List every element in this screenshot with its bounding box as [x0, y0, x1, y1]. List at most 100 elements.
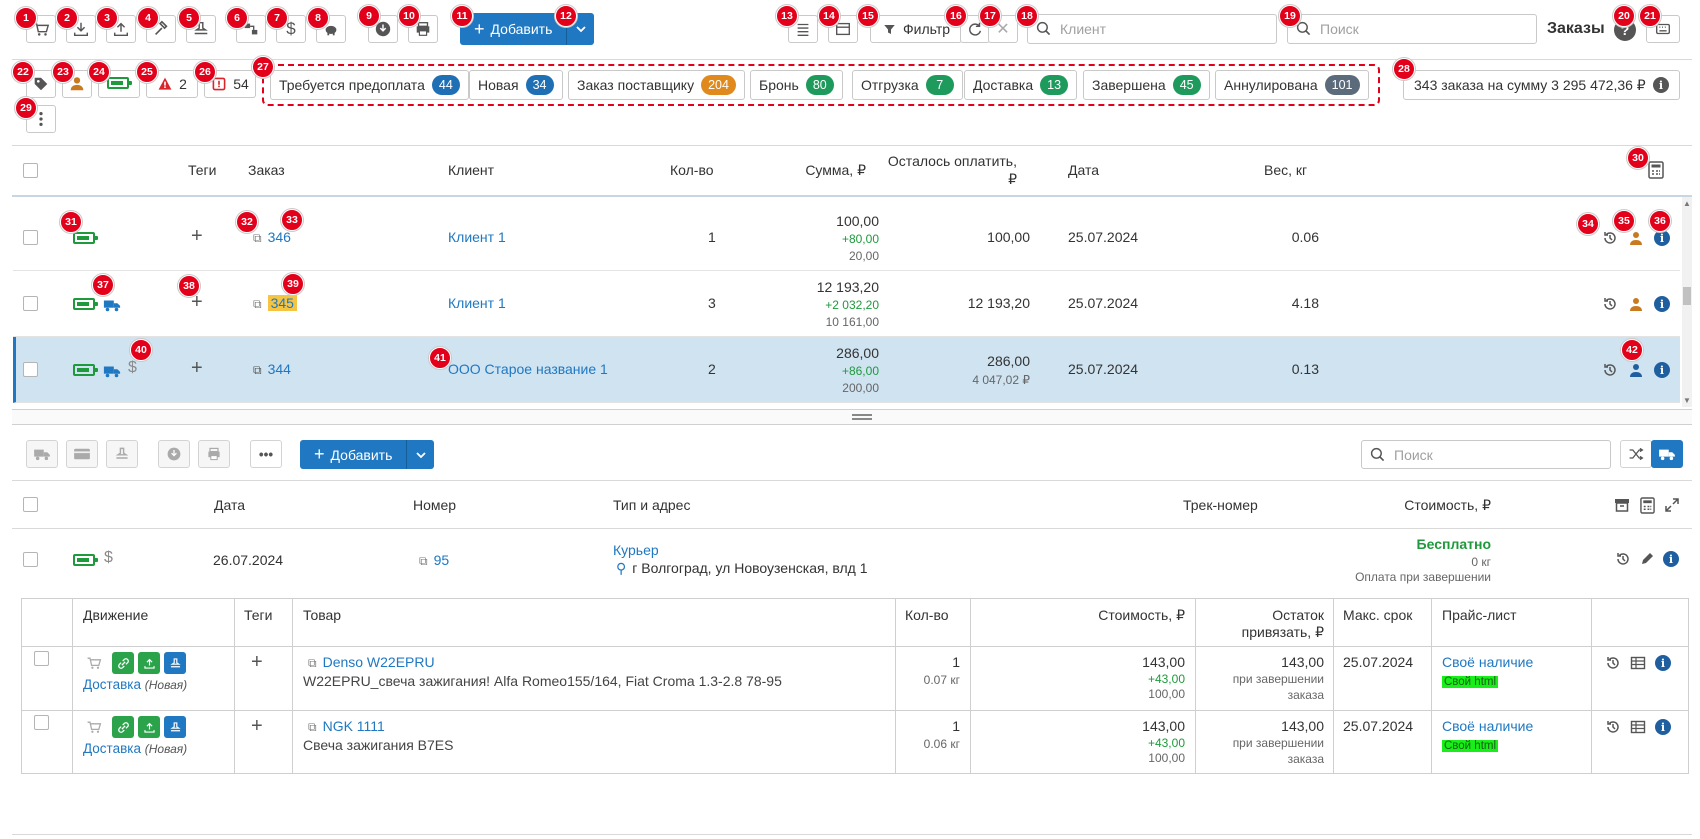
cart-icon-button[interactable] — [26, 15, 56, 43]
info-icon[interactable]: i — [1654, 230, 1670, 246]
stamp-button[interactable] — [106, 440, 138, 468]
table-icon[interactable] — [1630, 655, 1646, 671]
status-reserve[interactable]: Бронь 80 — [750, 70, 843, 100]
client-input[interactable] — [1060, 21, 1240, 37]
history-icon[interactable] — [1602, 296, 1618, 312]
add-shipment-button[interactable]: + Добавить — [300, 440, 434, 469]
client-link[interactable]: Клиент 1 — [448, 295, 506, 311]
col-number[interactable]: Номер — [413, 497, 457, 513]
delivery-view-button[interactable] — [1651, 440, 1683, 468]
orders-scrollbar[interactable]: ▲ ▼ — [1682, 197, 1692, 407]
row-checkbox[interactable] — [34, 651, 49, 666]
expand-icon[interactable] — [1664, 497, 1680, 513]
history-icon[interactable] — [1605, 719, 1621, 735]
history-icon[interactable] — [1602, 230, 1618, 246]
col-client[interactable]: Клиент — [448, 162, 495, 178]
copy-icon[interactable]: ⧉ — [253, 231, 262, 245]
order-number[interactable]: ⧉ 345 — [253, 295, 297, 312]
history-icon[interactable] — [1615, 551, 1631, 567]
col-remaining[interactable]: Осталось оплатить, — [887, 153, 1017, 169]
scroll-up-icon[interactable]: ▲ — [1683, 199, 1691, 208]
info-icon[interactable]: i — [1654, 362, 1670, 378]
info-icon[interactable]: i — [1653, 77, 1669, 93]
col-qty[interactable]: Кол-во — [670, 162, 714, 178]
order-number[interactable]: ⧉ 346 — [253, 229, 291, 245]
col-max-term[interactable]: Макс. срок — [1343, 607, 1413, 623]
product-name[interactable]: ⧉ Denso W22EPRU — [308, 654, 435, 670]
card-button[interactable] — [66, 440, 98, 468]
row-checkbox[interactable] — [23, 230, 38, 245]
status-shipment[interactable]: Отгрузка 7 — [852, 70, 963, 100]
info-icon[interactable]: i — [1654, 296, 1670, 312]
upload-button[interactable] — [138, 652, 160, 674]
col-cost[interactable]: Стоимость, ₽ — [1098, 607, 1185, 623]
table-row[interactable]: + ⧉ 346 Клиент 1 1 100,00 +80,00 20,00 10… — [13, 205, 1680, 271]
shipment-number[interactable]: ⧉ 95 — [419, 552, 450, 568]
status-supplier-order[interactable]: Заказ поставщику 204 — [568, 70, 745, 100]
col-type-address[interactable]: Тип и адрес — [613, 497, 691, 513]
client-link[interactable]: Клиент 1 — [448, 229, 506, 245]
print-button[interactable] — [408, 15, 438, 43]
calculator-icon[interactable] — [1640, 497, 1655, 514]
movement-status[interactable]: Доставка (Новая) — [83, 677, 188, 692]
add-tag-icon[interactable]: + — [191, 357, 203, 379]
price-list-link[interactable]: Своё наличие — [1442, 654, 1534, 670]
stamp-button[interactable] — [164, 652, 186, 674]
user-icon[interactable] — [1628, 230, 1644, 246]
table-row[interactable]: $ + ⧉ 344 ООО Старое название 1 2 286,00 … — [13, 337, 1680, 403]
link-button[interactable] — [112, 716, 134, 738]
add-tag-icon[interactable]: + — [191, 291, 203, 313]
info-icon[interactable]: i — [1655, 719, 1671, 735]
table-icon[interactable] — [1630, 719, 1646, 735]
upload-button[interactable] — [138, 716, 160, 738]
table-row[interactable]: + ⧉ 345 Клиент 1 3 12 193,20 +2 032,20 10… — [13, 271, 1680, 337]
add-tag-icon[interactable]: + — [251, 715, 263, 737]
delivery-type-link[interactable]: Курьер — [613, 542, 659, 558]
movement-status[interactable]: Доставка (Новая) — [83, 741, 188, 756]
col-product[interactable]: Товар — [303, 607, 342, 623]
col-date[interactable]: Дата — [214, 497, 246, 513]
col-rest[interactable]: Остаток — [1272, 607, 1324, 623]
scrollbar-thumb[interactable] — [1683, 287, 1691, 305]
merge-button[interactable] — [236, 15, 266, 43]
status-delivery[interactable]: Доставка 13 — [964, 70, 1078, 100]
col-qty[interactable]: Кол-во — [905, 607, 949, 623]
info-icon[interactable]: i — [1655, 655, 1671, 671]
product-name[interactable]: ⧉ NGK 1111 — [308, 718, 385, 734]
copy-icon[interactable]: ⧉ — [308, 720, 317, 734]
add-tag-icon[interactable]: + — [191, 225, 203, 247]
history-icon[interactable] — [1605, 655, 1621, 671]
order-search-field[interactable] — [1287, 14, 1537, 44]
col-order[interactable]: Заказ — [248, 162, 285, 178]
select-all-checkbox[interactable] — [23, 497, 38, 512]
user-icon[interactable] — [1628, 296, 1644, 312]
client-link[interactable]: ООО Старое название 1 — [448, 361, 608, 377]
search-input[interactable] — [1320, 21, 1500, 37]
row-checkbox[interactable] — [23, 552, 38, 567]
row-checkbox[interactable] — [34, 715, 49, 730]
print-button[interactable] — [198, 440, 230, 468]
col-cost[interactable]: Стоимость, ₽ — [1404, 497, 1491, 513]
search-input[interactable] — [1394, 446, 1574, 463]
col-price-list[interactable]: Прайс-лист — [1442, 607, 1517, 623]
col-date[interactable]: Дата — [1068, 162, 1100, 178]
shipment-search-field[interactable] — [1361, 440, 1611, 469]
ship-button[interactable] — [26, 440, 58, 468]
add-tag-icon[interactable]: + — [251, 651, 263, 673]
copy-icon[interactable]: ⧉ — [253, 297, 262, 311]
copy-icon[interactable]: ⧉ — [253, 363, 262, 377]
col-weight[interactable]: Вес, кг — [1264, 162, 1308, 178]
status-completed[interactable]: Завершена 45 — [1083, 70, 1210, 100]
panel-splitter[interactable] — [12, 409, 1692, 425]
row-checkbox[interactable] — [23, 296, 38, 311]
col-sum[interactable]: Сумма, ₽ — [805, 162, 866, 178]
copy-icon[interactable]: ⧉ — [419, 554, 428, 568]
col-movement[interactable]: Движение — [83, 607, 149, 623]
status-cancelled[interactable]: Аннулирована 101 — [1215, 70, 1369, 100]
history-icon[interactable] — [1602, 362, 1618, 378]
download-circle-button[interactable] — [158, 440, 190, 468]
client-search-field[interactable] — [1027, 14, 1277, 44]
status-new[interactable]: Новая 34 — [469, 70, 563, 100]
col-track-number[interactable]: Трек-номер — [1183, 497, 1258, 513]
user-icon[interactable] — [1628, 362, 1644, 378]
